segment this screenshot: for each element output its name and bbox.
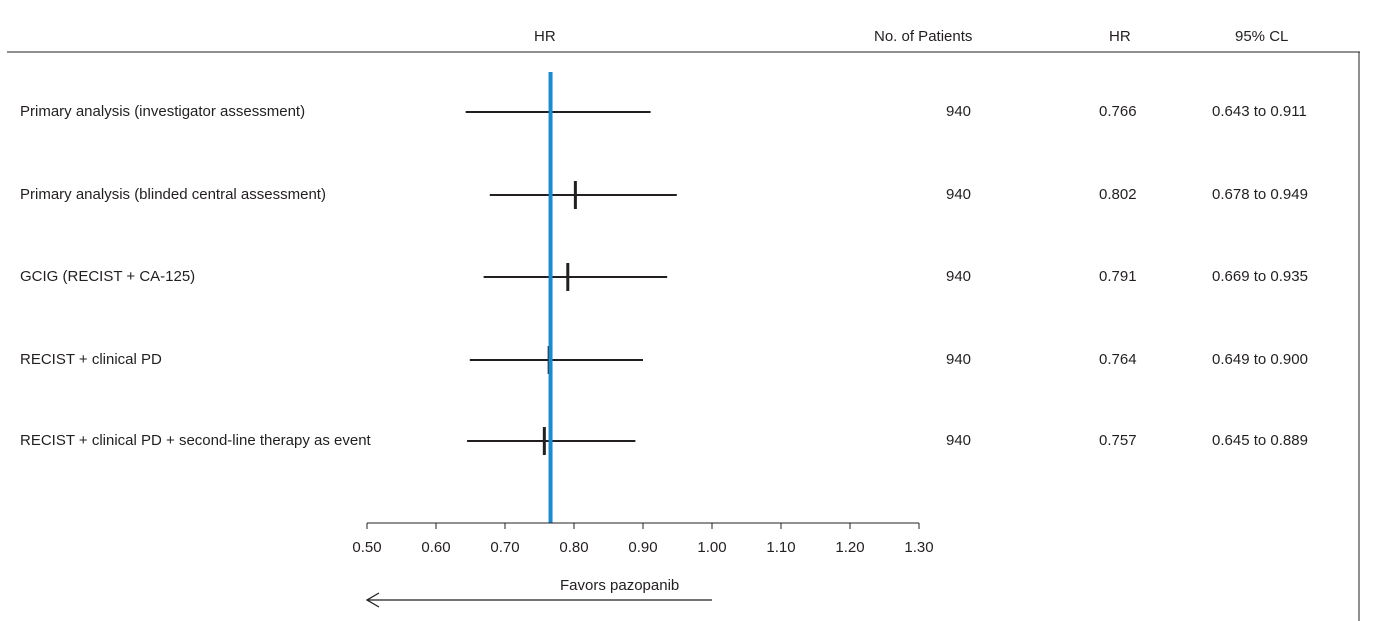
x-tick-label: 0.70 bbox=[490, 539, 519, 556]
x-tick-label: 0.60 bbox=[421, 539, 450, 556]
row-ci-value: 0.645 to 0.889 bbox=[1212, 432, 1308, 449]
x-tick-label: 1.30 bbox=[904, 539, 933, 556]
row-hr-value: 0.764 bbox=[1099, 351, 1137, 368]
row-hr-value: 0.757 bbox=[1099, 432, 1137, 449]
row-hr-value: 0.766 bbox=[1099, 103, 1137, 120]
x-tick-label: 1.00 bbox=[697, 539, 726, 556]
favors-label: Favors pazopanib bbox=[560, 577, 680, 594]
row-label: Primary analysis (blinded central assess… bbox=[20, 186, 326, 203]
row-hr-value: 0.791 bbox=[1099, 268, 1137, 285]
row-patients: 940 bbox=[946, 186, 972, 203]
row-label: RECIST + clinical PD + second-line thera… bbox=[20, 432, 371, 449]
row-ci-value: 0.649 to 0.900 bbox=[1212, 351, 1308, 368]
x-tick-label: 1.10 bbox=[766, 539, 795, 556]
row-ci-value: 0.643 to 0.911 bbox=[1212, 103, 1307, 120]
row-label: RECIST + clinical PD bbox=[20, 351, 162, 368]
header-hr-axis: HR bbox=[534, 28, 556, 45]
row-ci-value: 0.669 to 0.935 bbox=[1212, 268, 1308, 285]
favors-arrow-head bbox=[365, 592, 380, 608]
row-hr-value: 0.802 bbox=[1099, 186, 1137, 203]
row-label: Primary analysis (investigator assessmen… bbox=[20, 103, 306, 120]
row-patients: 940 bbox=[946, 351, 972, 368]
header-ci: 95% CL bbox=[1235, 28, 1289, 45]
x-tick-label: 0.90 bbox=[628, 539, 657, 556]
header-patients: No. of Patients bbox=[874, 28, 973, 45]
x-tick-label: 0.50 bbox=[352, 539, 381, 556]
row-patients: 940 bbox=[946, 103, 972, 120]
x-tick-label: 0.80 bbox=[559, 539, 588, 556]
header-hr: HR bbox=[1109, 28, 1131, 45]
row-patients: 940 bbox=[946, 268, 972, 285]
row-patients: 940 bbox=[946, 432, 972, 449]
row-ci-value: 0.678 to 0.949 bbox=[1212, 186, 1308, 203]
x-tick-label: 1.20 bbox=[835, 539, 864, 556]
row-label: GCIG (RECIST + CA-125) bbox=[20, 268, 196, 285]
